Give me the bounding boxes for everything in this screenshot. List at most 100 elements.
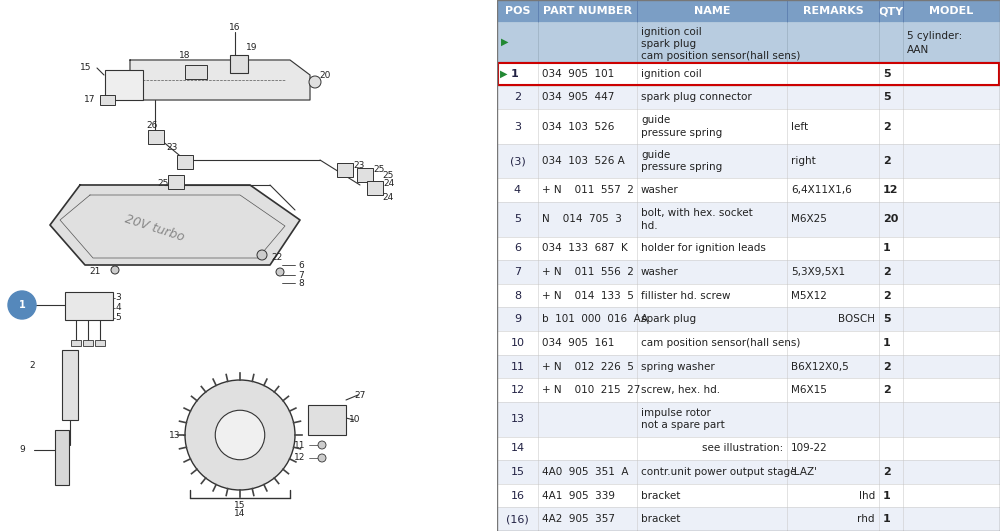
Text: fillister hd. screw: fillister hd. screw (641, 290, 730, 301)
Text: 034  103  526 A: 034 103 526 A (542, 156, 625, 166)
Text: M6X15: M6X15 (791, 385, 827, 395)
Text: 034  905  447: 034 905 447 (542, 92, 614, 102)
Circle shape (215, 410, 265, 460)
Circle shape (276, 268, 284, 276)
Text: 24: 24 (382, 193, 394, 202)
Bar (497, 307, 1000, 331)
Text: 14: 14 (510, 443, 525, 453)
Bar (230, 55, 248, 73)
Text: 6: 6 (514, 244, 521, 253)
Text: 20: 20 (319, 71, 331, 80)
Circle shape (185, 380, 295, 490)
Text: 034  905  161: 034 905 161 (542, 338, 614, 348)
Text: 7: 7 (514, 267, 521, 277)
Text: 15: 15 (234, 501, 246, 510)
Text: 2: 2 (29, 361, 35, 370)
Text: 7: 7 (298, 270, 304, 279)
Text: 13: 13 (169, 431, 181, 440)
Text: 4: 4 (115, 304, 121, 313)
Text: 24: 24 (383, 178, 395, 187)
Text: 26: 26 (146, 121, 158, 130)
Text: spark plug: spark plug (641, 314, 696, 324)
Text: (16): (16) (506, 514, 529, 524)
Bar (100, 95, 115, 105)
Text: 1: 1 (883, 338, 891, 348)
Text: 10: 10 (511, 338, 524, 348)
Text: 27: 27 (354, 390, 366, 399)
Text: QTY: QTY (878, 6, 904, 16)
Text: 109-22: 109-22 (791, 443, 828, 453)
Text: ignition coil: ignition coil (641, 27, 702, 37)
Text: 6: 6 (298, 261, 304, 270)
Text: 16: 16 (229, 23, 241, 32)
Text: 15: 15 (80, 64, 92, 73)
Text: ▶: ▶ (500, 69, 508, 79)
Text: contr.unit power output stage: contr.unit power output stage (641, 467, 796, 477)
Text: bracket: bracket (641, 514, 680, 524)
Text: 5 cylinder:: 5 cylinder: (907, 31, 962, 41)
Text: spring washer: spring washer (641, 362, 715, 372)
Text: 1: 1 (19, 300, 25, 310)
Bar (65, 292, 113, 320)
Bar (62, 350, 78, 420)
Bar (497, 109, 1000, 144)
Text: 9: 9 (19, 446, 25, 455)
Text: N    014  705  3: N 014 705 3 (542, 215, 622, 225)
Text: not a spare part: not a spare part (641, 421, 725, 431)
Text: 5,3X9,5X1: 5,3X9,5X1 (791, 267, 845, 277)
Text: 2: 2 (883, 267, 891, 277)
Text: 5: 5 (514, 215, 521, 225)
Bar (95, 340, 105, 346)
Bar (357, 168, 373, 182)
Text: 14: 14 (234, 509, 246, 518)
Text: 25: 25 (373, 166, 385, 175)
Text: 9: 9 (514, 314, 521, 324)
Bar (367, 181, 383, 195)
Text: 17: 17 (84, 96, 96, 105)
Text: guide: guide (641, 150, 670, 160)
Text: 22: 22 (271, 253, 283, 261)
Text: 3: 3 (514, 122, 521, 132)
Bar (71, 340, 81, 346)
Bar (497, 402, 1000, 436)
Bar (497, 331, 1000, 355)
Text: BOSCH: BOSCH (838, 314, 875, 324)
Bar (497, 144, 1000, 178)
Text: cam position sensor(hall sens): cam position sensor(hall sens) (641, 51, 800, 61)
Text: 034  103  526: 034 103 526 (542, 122, 614, 132)
Text: 2: 2 (883, 122, 891, 132)
Text: 11: 11 (511, 362, 524, 372)
Text: 5: 5 (883, 69, 891, 79)
Polygon shape (130, 60, 310, 100)
Text: + N    011  557  2: + N 011 557 2 (542, 185, 634, 195)
Text: M6X25: M6X25 (791, 215, 827, 225)
Bar (148, 130, 164, 144)
Text: 23: 23 (353, 160, 365, 169)
Text: lhd: lhd (859, 491, 875, 501)
Text: NAME: NAME (694, 6, 730, 16)
Text: + N    012  226  5: + N 012 226 5 (542, 362, 634, 372)
Text: 1: 1 (883, 514, 891, 524)
Text: 2: 2 (883, 290, 891, 301)
Text: 13: 13 (511, 414, 524, 424)
Text: bolt, with hex. socket: bolt, with hex. socket (641, 208, 753, 218)
Text: spark plug connector: spark plug connector (641, 92, 752, 102)
Text: ignition coil: ignition coil (641, 69, 702, 79)
Text: + N    011  556  2: + N 011 556 2 (542, 267, 634, 277)
Circle shape (8, 291, 36, 319)
Bar (83, 340, 93, 346)
Bar (497, 260, 1000, 284)
Text: PART NUMBER: PART NUMBER (543, 6, 632, 16)
Circle shape (309, 76, 321, 88)
Text: 25: 25 (157, 178, 169, 187)
Bar (497, 22, 1000, 62)
Bar (337, 163, 353, 177)
Bar (177, 155, 193, 169)
Text: 11: 11 (294, 441, 306, 450)
Bar (105, 70, 143, 100)
Text: 5: 5 (883, 92, 891, 102)
Circle shape (111, 266, 119, 274)
Bar (497, 284, 1000, 307)
Text: left: left (791, 122, 808, 132)
Bar (168, 175, 184, 189)
